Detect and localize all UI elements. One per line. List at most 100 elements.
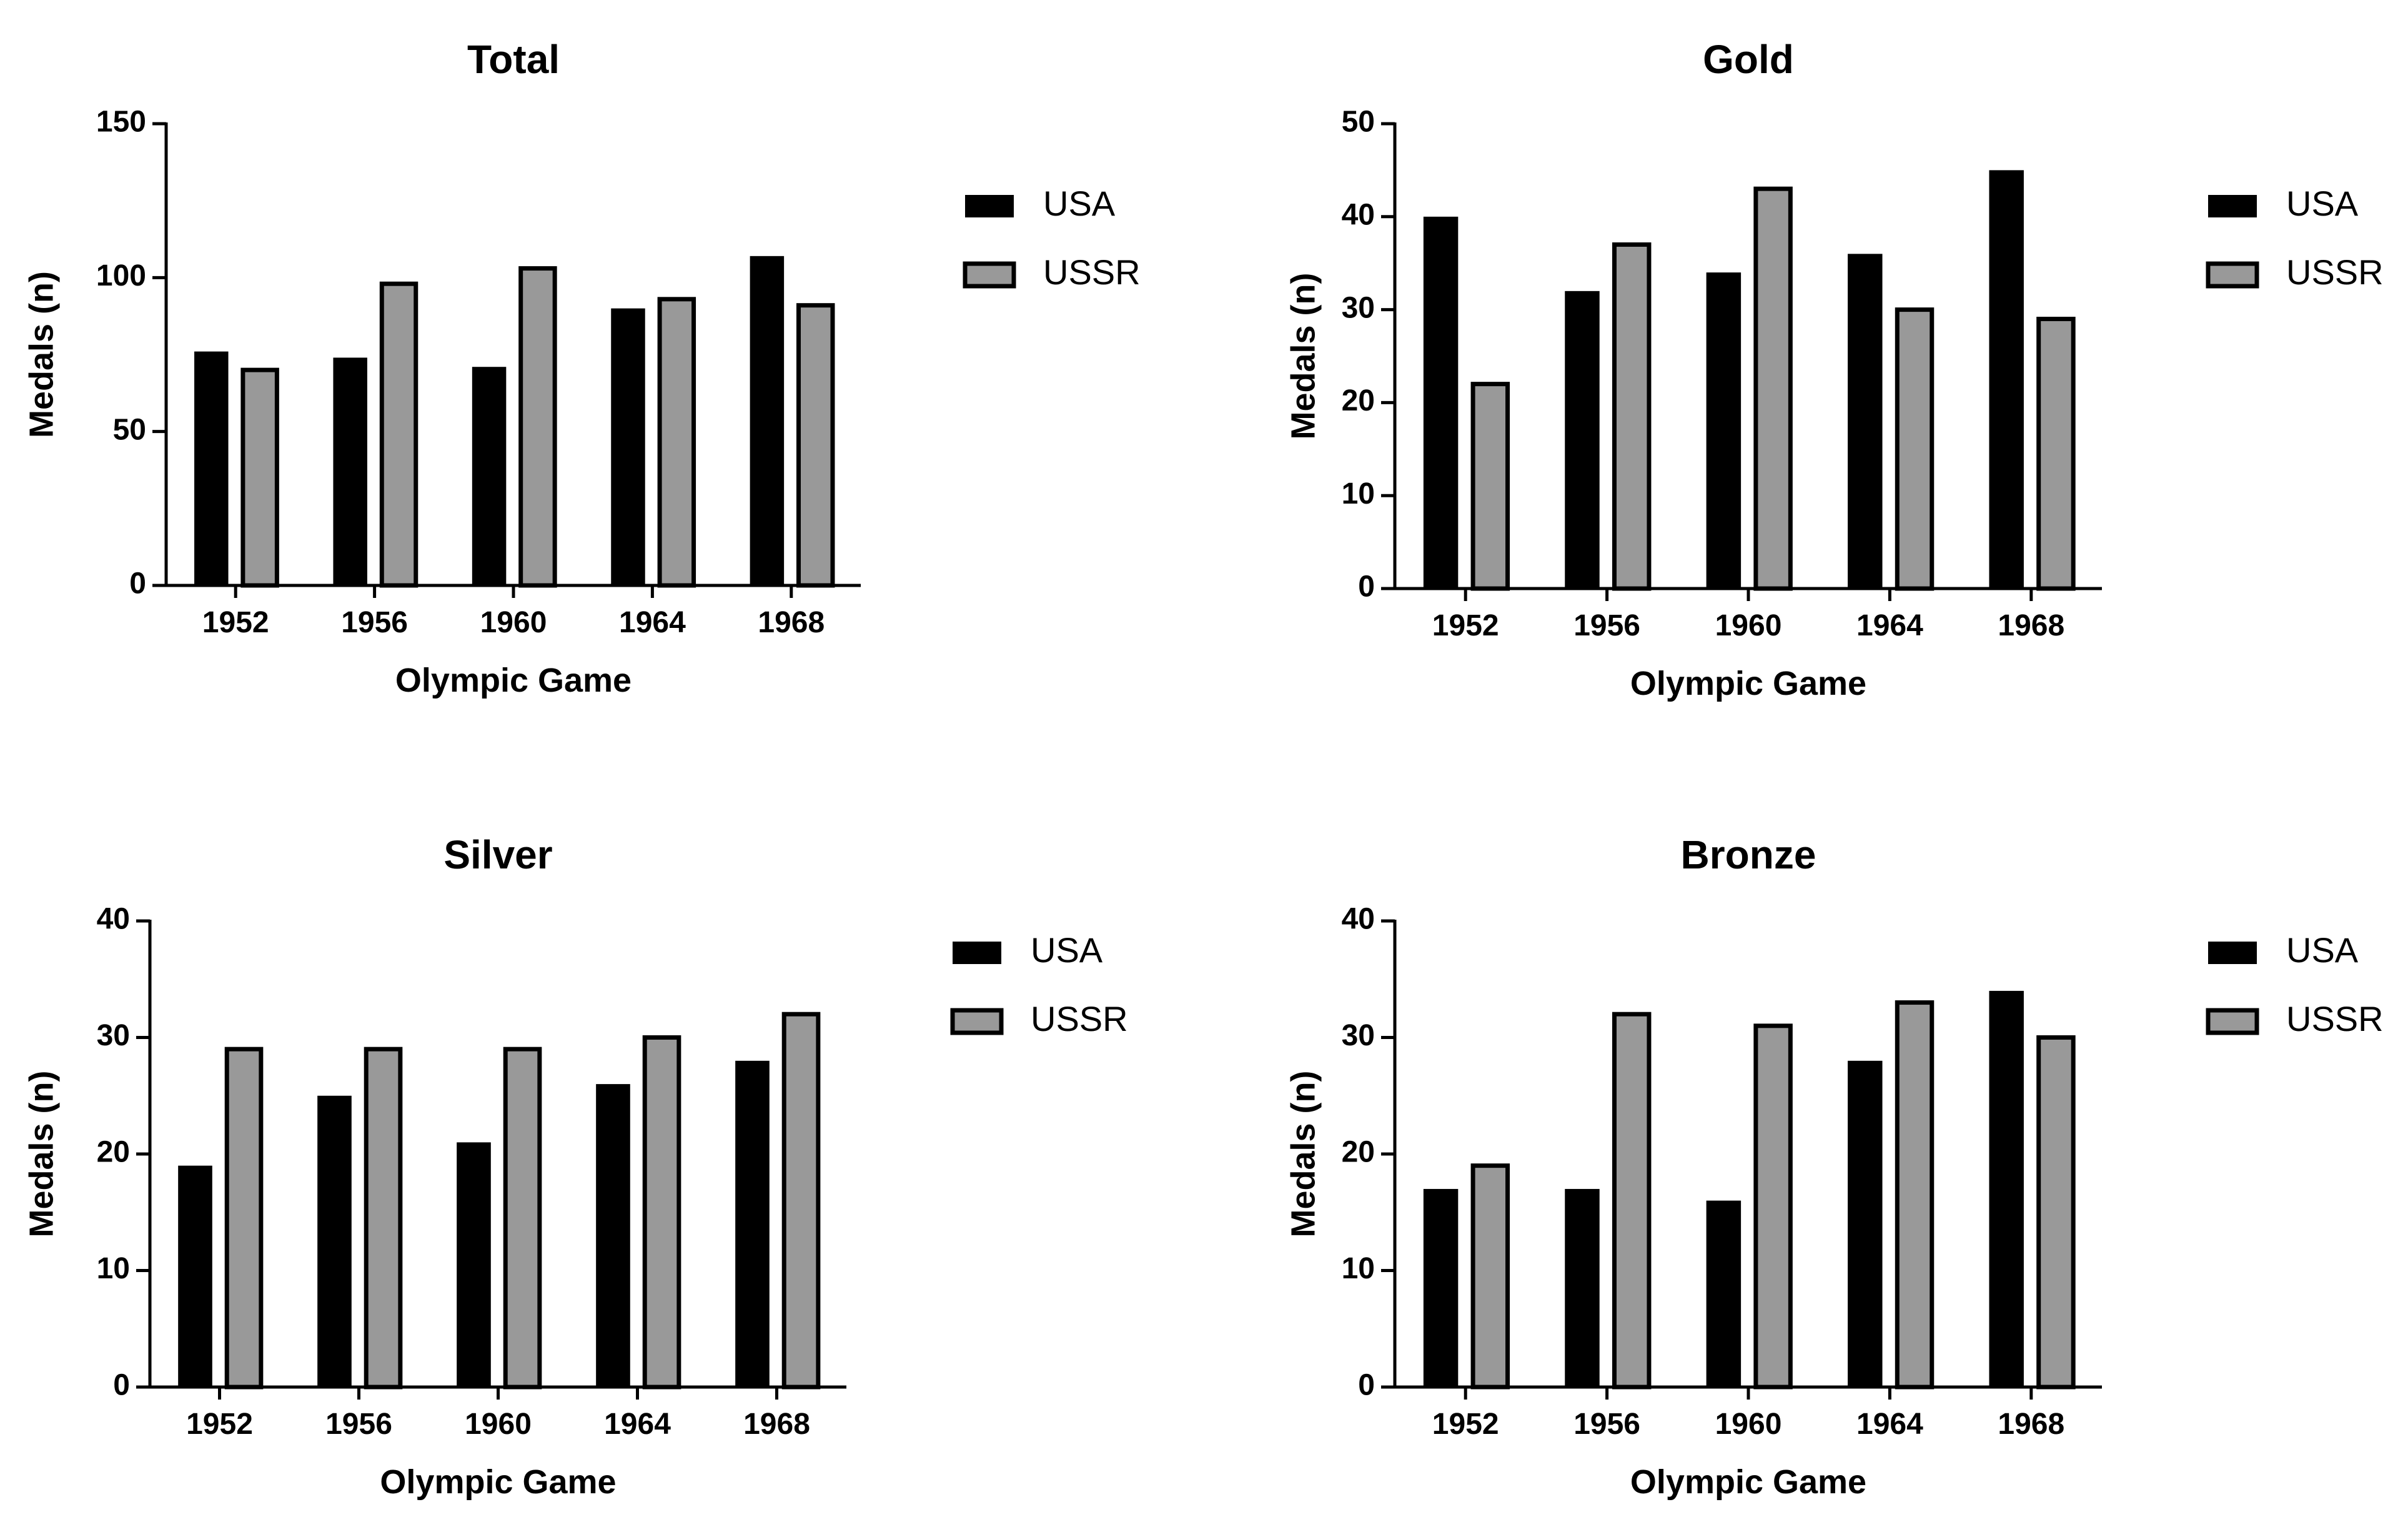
y-tick-label: 150 <box>96 106 146 139</box>
y-tick-label: 0 <box>113 1369 130 1402</box>
bar-ussr-1968 <box>2036 1035 2076 1390</box>
x-tick-label: 1956 <box>341 606 408 639</box>
bar-ussr-1956 <box>1612 242 1652 591</box>
y-tick-label: 40 <box>1342 198 1375 231</box>
chart-panel-gold: Gold 0 10 20 30 40 50 1952 1956 1960 1964 1968 Olymp… <box>1284 37 2383 702</box>
legend-label-ussr: USSR <box>2286 999 2384 1038</box>
bar-ussr-1956 <box>1612 1012 1652 1390</box>
legend-swatch-ussr <box>950 1008 1004 1035</box>
bar-usa-1960 <box>457 1142 491 1387</box>
y-tick-label: 40 <box>97 903 130 936</box>
legend-label-usa: USA <box>1031 930 1103 970</box>
x-tick-label: 1964 <box>1856 609 1923 642</box>
x-axis-label: Olympic Game <box>1630 1463 1866 1501</box>
chart-title: Total <box>467 37 560 82</box>
y-tick-label: 50 <box>1342 106 1375 139</box>
y-tick-label: 0 <box>1358 570 1375 604</box>
chart-panel-total: Total 0 50 100 150 1952 1956 1960 1964 1968 Olympi… <box>22 37 1140 699</box>
x-tick-label: 1956 <box>325 1408 392 1441</box>
chart-panel-bronze: Bronze 0 10 20 30 40 1952 1956 1960 1964 1968 Olymp… <box>1284 832 2383 1501</box>
bar-ussr-1956 <box>364 1047 403 1390</box>
x-tick-label: 1968 <box>758 606 825 639</box>
y-axis-label: Medals (n) <box>1284 272 1322 439</box>
y-tick-label: 0 <box>129 567 146 600</box>
x-tick-label: 1960 <box>480 606 547 639</box>
y-tick-label: 50 <box>113 413 146 446</box>
y-tick-label: 20 <box>1342 384 1375 417</box>
x-tick-label: 1964 <box>604 1408 671 1441</box>
x-tick-label: 1960 <box>1715 609 1782 642</box>
legend-swatch-usa <box>2208 195 2257 217</box>
x-tick-label: 1968 <box>1998 1408 2064 1441</box>
y-axis-label: Medals (n) <box>22 1070 60 1237</box>
legend-swatch-usa <box>2208 942 2257 964</box>
x-tick-label: 1952 <box>186 1408 253 1441</box>
bar-usa-1956 <box>1565 1188 1600 1387</box>
y-tick-label: 0 <box>1358 1369 1375 1402</box>
bar-usa-1956 <box>1565 291 1600 589</box>
bar-ussr-1964 <box>1895 1000 1935 1390</box>
y-tick-label: 100 <box>96 259 146 292</box>
bar-ussr-1960 <box>518 266 557 588</box>
bar-ussr-1952 <box>224 1047 264 1390</box>
bar-usa-1968 <box>1989 990 2024 1387</box>
legend-label-ussr: USSR <box>1031 999 1128 1038</box>
bar-usa-1964 <box>596 1084 630 1387</box>
y-tick-label: 30 <box>97 1019 130 1052</box>
legend-swatch-usa <box>965 195 1014 217</box>
bar-usa-1968 <box>1989 170 2024 589</box>
legend-swatch-usa <box>953 942 1001 964</box>
bar-usa-1960 <box>472 367 507 585</box>
y-tick-label: 20 <box>1342 1136 1375 1169</box>
bar-ussr-1960 <box>1753 186 1793 591</box>
legend-label-ussr: USSR <box>1043 252 1141 292</box>
bar-usa-1968 <box>750 256 785 585</box>
bar-ussr-1968 <box>796 303 835 588</box>
x-tick-label: 1960 <box>465 1408 532 1441</box>
chart-panel-silver: Silver 0 10 20 30 40 1952 1956 1960 1964 1968 Olymp… <box>22 832 1127 1501</box>
bar-ussr-1964 <box>1895 307 1935 591</box>
legend-label-usa: USA <box>2286 930 2359 970</box>
legend-label-usa: USA <box>1043 184 1116 223</box>
x-tick-label: 1952 <box>1432 1408 1499 1441</box>
y-tick-label: 10 <box>97 1252 130 1285</box>
y-tick-label: 30 <box>1342 1019 1375 1052</box>
y-axis-label: Medals (n) <box>1284 1070 1322 1237</box>
bar-usa-1952 <box>1423 216 1459 589</box>
bar-ussr-1956 <box>379 281 419 588</box>
bar-usa-1964 <box>1848 254 1883 589</box>
x-tick-label: 1952 <box>1432 609 1499 642</box>
x-tick-label: 1964 <box>619 606 686 639</box>
bar-usa-1952 <box>194 351 229 585</box>
x-tick-label: 1968 <box>743 1408 810 1441</box>
legend-label-usa: USA <box>2286 184 2359 223</box>
chart-title: Silver <box>443 832 552 877</box>
y-tick-label: 10 <box>1342 1252 1375 1285</box>
x-tick-label: 1956 <box>1573 1408 1640 1441</box>
x-axis-label: Olympic Game <box>380 1463 616 1501</box>
legend-swatch-ussr <box>963 261 1016 289</box>
bar-ussr-1960 <box>1753 1023 1793 1390</box>
x-tick-label: 1968 <box>1998 609 2064 642</box>
bar-usa-1960 <box>1706 1200 1742 1387</box>
y-tick-label: 40 <box>1342 903 1375 936</box>
bar-usa-1964 <box>1848 1060 1883 1387</box>
bar-usa-1956 <box>317 1095 352 1387</box>
legend-swatch-ussr <box>2206 1008 2259 1035</box>
x-axis-label: Olympic Game <box>1630 665 1866 702</box>
chart-title: Gold <box>1703 37 1794 82</box>
x-tick-label: 1964 <box>1856 1408 1923 1441</box>
y-tick-label: 30 <box>1342 291 1375 324</box>
bar-ussr-1952 <box>240 367 279 588</box>
x-tick-label: 1960 <box>1715 1408 1782 1441</box>
bar-ussr-1964 <box>642 1035 681 1390</box>
y-tick-label: 10 <box>1342 477 1375 510</box>
bar-usa-1952 <box>178 1165 212 1387</box>
y-tick-label: 20 <box>97 1136 130 1169</box>
bar-ussr-1960 <box>503 1047 542 1390</box>
chart-title: Bronze <box>1681 832 1816 877</box>
bar-ussr-1952 <box>1470 1163 1510 1390</box>
bar-usa-1952 <box>1423 1188 1459 1387</box>
legend-label-ussr: USSR <box>2286 252 2384 292</box>
